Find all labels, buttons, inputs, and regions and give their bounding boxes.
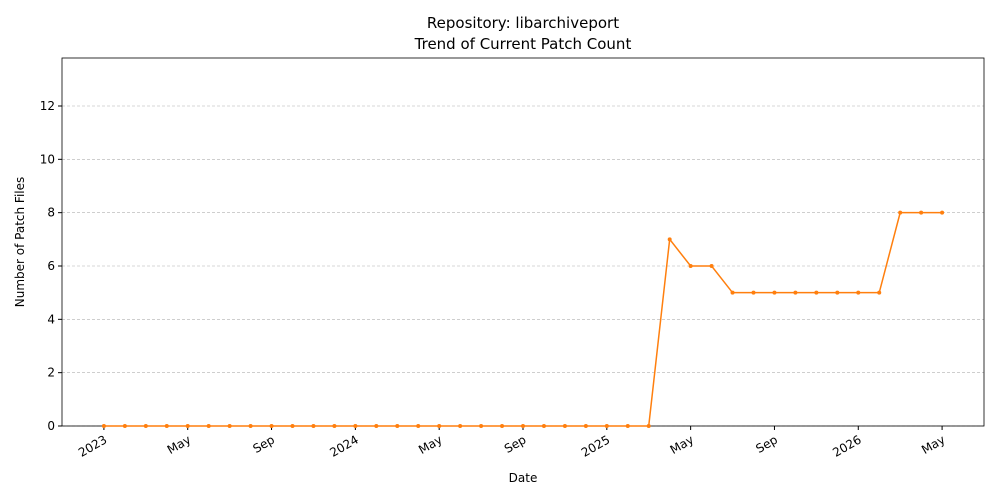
x-tick-label: 2025 — [579, 432, 612, 459]
x-tick-label: Sep — [753, 432, 780, 455]
x-tick-label: 2023 — [76, 432, 109, 459]
x-tick-label: May — [165, 432, 193, 457]
marker — [814, 290, 819, 295]
y-tick-label: 8 — [47, 206, 55, 220]
marker — [772, 290, 777, 295]
marker — [290, 424, 295, 428]
marker — [919, 210, 924, 215]
marker — [562, 424, 567, 428]
marker — [940, 210, 945, 215]
x-tick-label: May — [668, 432, 696, 457]
y-tick-label: 6 — [47, 259, 55, 273]
marker — [311, 424, 316, 428]
marker — [709, 264, 714, 268]
marker — [185, 424, 190, 428]
marker — [604, 424, 609, 428]
marker — [143, 424, 148, 428]
marker — [437, 424, 442, 428]
marker — [625, 424, 630, 428]
marker — [667, 237, 672, 242]
marker — [122, 424, 127, 428]
marker — [353, 424, 358, 428]
marker — [269, 424, 274, 428]
x-tick-label: 2026 — [830, 432, 863, 459]
y-tick-label: 12 — [40, 99, 55, 113]
x-tick-label: 2024 — [327, 432, 360, 459]
marker — [500, 424, 505, 428]
plot-frame — [61, 57, 985, 427]
marker — [688, 264, 693, 268]
marker — [416, 424, 421, 428]
marker — [646, 424, 651, 428]
marker — [856, 290, 861, 295]
marker — [164, 424, 169, 428]
marker — [730, 290, 735, 295]
marker — [206, 424, 211, 428]
y-axis-label: Number of Patch Files — [13, 177, 27, 308]
marker — [101, 424, 106, 428]
x-axis-label: Date — [509, 471, 538, 485]
marker — [479, 424, 484, 428]
y-tick-label: 2 — [47, 366, 55, 380]
marker — [395, 424, 400, 428]
marker — [521, 424, 525, 428]
y-tick-label: 10 — [40, 152, 55, 166]
y-tick-label: 0 — [47, 419, 55, 433]
marker — [541, 424, 546, 428]
marker — [877, 290, 882, 295]
marker — [835, 290, 840, 295]
x-tick-label: May — [416, 432, 444, 457]
marker — [793, 290, 798, 295]
marker — [583, 424, 588, 428]
y-tick-label: 4 — [47, 312, 55, 326]
chart-title: Repository: libarchiveport — [427, 14, 619, 32]
x-tick-label: Sep — [502, 432, 529, 455]
x-tick-label: Sep — [250, 432, 277, 455]
marker — [332, 424, 337, 428]
marker — [751, 290, 756, 295]
marker — [374, 424, 379, 428]
marker — [458, 424, 463, 428]
marker — [898, 210, 903, 215]
x-tick-label: May — [919, 432, 947, 457]
marker — [227, 424, 232, 428]
marker — [248, 424, 253, 428]
chart-subtitle: Trend of Current Patch Count — [414, 35, 632, 53]
